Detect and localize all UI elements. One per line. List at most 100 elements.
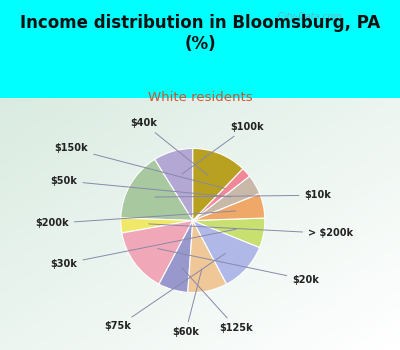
Bar: [70, 195, 72, 196]
Bar: [380, 160, 382, 161]
Bar: [222, 148, 224, 150]
Bar: [178, 258, 180, 259]
Bar: [286, 295, 288, 296]
Bar: [148, 204, 150, 205]
Bar: [152, 303, 154, 304]
Bar: [332, 116, 334, 117]
Bar: [356, 268, 358, 270]
Bar: [382, 219, 384, 220]
Bar: [182, 273, 184, 274]
Bar: [340, 137, 342, 138]
Bar: [114, 98, 116, 99]
Bar: [152, 137, 154, 138]
Bar: [350, 147, 352, 148]
Bar: [280, 211, 282, 213]
Bar: [140, 147, 142, 148]
Bar: [70, 155, 72, 156]
Bar: [176, 304, 178, 306]
Bar: [356, 263, 358, 264]
Bar: [126, 170, 128, 171]
Bar: [374, 312, 376, 314]
Bar: [316, 177, 318, 178]
Bar: [16, 271, 18, 272]
Bar: [56, 262, 58, 263]
Bar: [186, 145, 188, 146]
Bar: [104, 162, 106, 163]
Bar: [88, 291, 90, 292]
Bar: [338, 233, 340, 234]
Bar: [106, 279, 108, 281]
Bar: [296, 266, 298, 267]
Bar: [148, 181, 150, 182]
Bar: [118, 145, 120, 146]
Bar: [0, 312, 2, 314]
Bar: [348, 315, 350, 316]
Bar: [0, 298, 2, 300]
Bar: [78, 122, 80, 123]
Bar: [348, 188, 350, 189]
Bar: [366, 314, 368, 315]
Bar: [390, 233, 392, 234]
Bar: [324, 323, 326, 325]
Bar: [280, 200, 282, 201]
Bar: [66, 306, 68, 307]
Bar: [36, 295, 38, 296]
Bar: [112, 342, 114, 344]
Bar: [282, 131, 284, 132]
Bar: [272, 240, 274, 241]
Bar: [12, 161, 14, 162]
Bar: [172, 308, 174, 310]
Bar: [90, 123, 92, 125]
Bar: [114, 178, 116, 180]
Bar: [306, 132, 308, 133]
Bar: [358, 241, 360, 243]
Bar: [142, 220, 144, 222]
Bar: [350, 100, 352, 102]
Bar: [80, 276, 82, 277]
Bar: [298, 225, 300, 226]
Bar: [296, 248, 298, 249]
Bar: [88, 273, 90, 274]
Bar: [150, 341, 152, 342]
Bar: [116, 254, 118, 256]
Bar: [292, 215, 294, 216]
Bar: [4, 271, 6, 272]
Bar: [334, 203, 336, 204]
Bar: [214, 267, 216, 268]
Bar: [70, 99, 72, 100]
Bar: [184, 176, 186, 177]
Bar: [384, 100, 386, 102]
Bar: [266, 308, 268, 310]
Bar: [164, 293, 166, 295]
Bar: [40, 334, 42, 335]
Bar: [152, 298, 154, 300]
Bar: [92, 288, 94, 289]
Bar: [300, 171, 302, 172]
Bar: [2, 220, 4, 222]
Bar: [198, 141, 200, 142]
Bar: [104, 243, 106, 244]
Bar: [50, 289, 52, 291]
Bar: [142, 182, 144, 184]
Bar: [38, 336, 40, 337]
Bar: [276, 169, 278, 170]
Bar: [94, 102, 96, 103]
Bar: [136, 152, 138, 153]
Bar: [226, 235, 228, 237]
Bar: [28, 296, 30, 297]
Bar: [240, 203, 242, 204]
Bar: [32, 252, 34, 253]
Bar: [200, 175, 202, 176]
Bar: [352, 156, 354, 157]
Bar: [126, 278, 128, 279]
Bar: [392, 308, 394, 310]
Bar: [162, 237, 164, 238]
Bar: [84, 264, 86, 266]
Bar: [214, 138, 216, 140]
Bar: [252, 190, 254, 191]
Bar: [188, 200, 190, 201]
Bar: [4, 117, 6, 118]
Bar: [56, 335, 58, 336]
Bar: [90, 316, 92, 317]
Bar: [250, 232, 252, 233]
